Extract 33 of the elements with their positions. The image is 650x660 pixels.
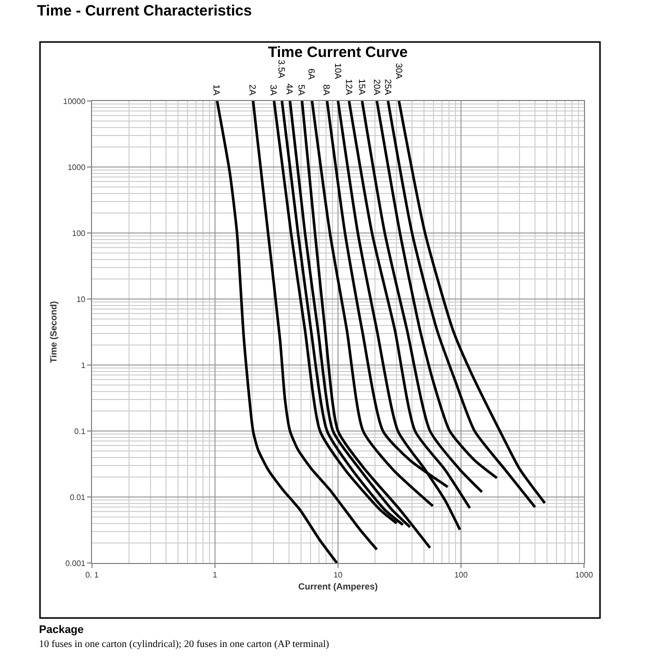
y-tick-label: 1: [80, 360, 86, 370]
y-tick-label: 0.01: [70, 492, 86, 502]
y-tick-label: 0.001: [65, 558, 86, 568]
y-tick-label: 0.1: [74, 426, 86, 436]
x-tick-label: 10: [334, 570, 343, 580]
text: 2A: [248, 84, 258, 96]
x-tick-label: 0. 1: [85, 570, 100, 580]
text: 8A: [322, 84, 332, 96]
text: 25A: [383, 79, 393, 96]
y-tick-label: 10000: [63, 96, 86, 106]
text: 6A: [306, 68, 317, 80]
text: 3.5A: [276, 60, 286, 78]
text: 15A: [357, 78, 368, 95]
y-tick-label: 10: [76, 294, 86, 304]
x-tick-label: 100: [454, 570, 468, 580]
text: 20A: [372, 79, 382, 96]
text: 10A: [333, 63, 343, 80]
chart-subtitle: Time Current Curve: [268, 44, 408, 61]
text: 3A: [268, 84, 279, 96]
chart-title: Time - Current Characteristics: [37, 2, 252, 20]
text: Package: [39, 624, 84, 636]
text: 10 fuses in one carton (cylindrical); 20 fuses in one carton (AP terminal): [39, 639, 330, 650]
y-axis-title: Time (Second): [48, 301, 58, 363]
text: 4A: [284, 84, 294, 95]
text: 12A: [344, 78, 354, 95]
y-tick-label: 1000: [68, 162, 86, 172]
x-tick-label: 1: [212, 570, 218, 580]
y-tick-label: 100: [72, 228, 86, 238]
x-axis-title: Current (Amperes): [298, 581, 378, 592]
x-tick-label: 1000: [575, 570, 594, 580]
text: 30A: [394, 63, 404, 80]
text: 1A: [212, 84, 222, 96]
text: 5A: [296, 84, 307, 96]
